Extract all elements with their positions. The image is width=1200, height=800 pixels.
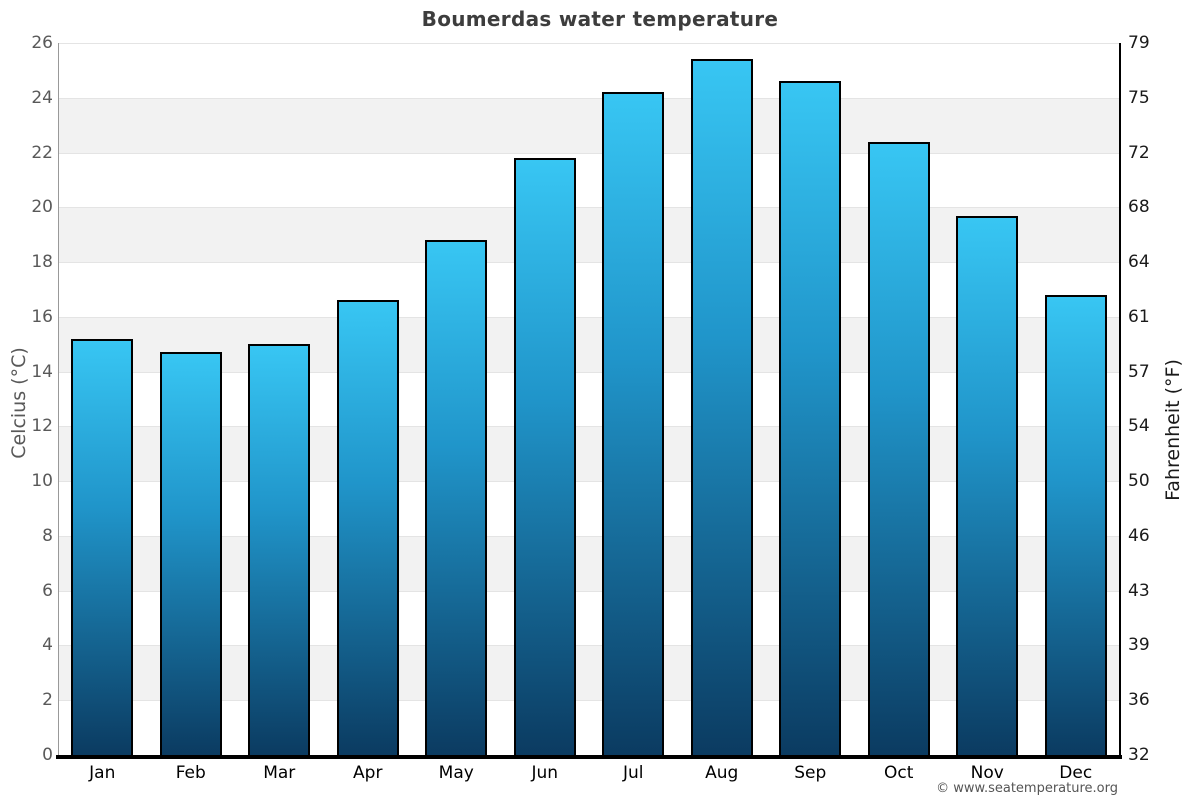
x-tick-sep: Sep: [794, 763, 827, 783]
y-tick-fahrenheit-54: 54: [1128, 416, 1150, 437]
y-axis-line-fahrenheit: [1119, 43, 1121, 755]
y-tick-celsius-18: 18: [31, 252, 53, 273]
bar-jun: [513, 158, 576, 755]
y-tick-fahrenheit-64: 64: [1128, 252, 1150, 273]
y-tick-fahrenheit-46: 46: [1128, 525, 1150, 546]
x-tick-apr: Apr: [353, 763, 383, 783]
gridline-6c: [58, 591, 1120, 592]
background-band: [58, 535, 1120, 591]
bar-jul: [602, 92, 665, 755]
x-tick-nov: Nov: [970, 763, 1004, 783]
bar-apr: [336, 300, 399, 755]
bar-aug: [690, 59, 753, 755]
x-tick-jul: Jul: [622, 763, 644, 783]
background-band: [58, 700, 1120, 755]
gridline-16c: [58, 317, 1120, 318]
y-tick-fahrenheit-72: 72: [1128, 142, 1150, 163]
background-band: [58, 645, 1120, 701]
chart-title: Boumerdas water temperature: [421, 7, 779, 31]
y-tick-fahrenheit-50: 50: [1128, 471, 1150, 492]
y-tick-fahrenheit-61: 61: [1128, 306, 1150, 327]
background-band: [58, 43, 1120, 98]
gridline-10c: [58, 481, 1120, 482]
background-band: [58, 207, 1120, 263]
y-tick-fahrenheit-57: 57: [1128, 361, 1150, 382]
background-band: [58, 426, 1120, 482]
y-tick-celsius-8: 8: [42, 525, 53, 546]
x-tick-feb: Feb: [175, 763, 206, 783]
y-tick-celsius-14: 14: [31, 361, 53, 382]
y-tick-fahrenheit-43: 43: [1128, 580, 1150, 601]
gridline-14c: [58, 372, 1120, 373]
y-tick-fahrenheit-68: 68: [1128, 197, 1150, 218]
y-tick-celsius-22: 22: [31, 142, 53, 163]
y-tick-fahrenheit-32: 32: [1128, 745, 1150, 765]
y-tick-celsius-12: 12: [31, 416, 53, 437]
y-tick-celsius-10: 10: [31, 471, 53, 492]
bar-feb: [159, 352, 222, 755]
gridline-12c: [58, 426, 1120, 427]
plot-area: [58, 43, 1120, 755]
x-tick-mar: Mar: [263, 763, 296, 783]
y-tick-fahrenheit-39: 39: [1128, 635, 1150, 656]
x-tick-jun: Jun: [531, 763, 559, 783]
background-band: [58, 262, 1120, 317]
y-axis-label-fahrenheit: Fahrenheit (°F): [1162, 359, 1184, 501]
background-band: [58, 371, 1120, 427]
gridline-24c: [58, 98, 1120, 99]
bar-sep: [779, 81, 842, 755]
background-band: [58, 316, 1120, 372]
x-tick-oct: Oct: [884, 763, 914, 783]
gridline-20c: [58, 207, 1120, 208]
y-tick-fahrenheit-75: 75: [1128, 87, 1150, 108]
bar-dec: [1044, 294, 1107, 755]
y-axis-label-celsius: Celcius (°C): [8, 347, 30, 459]
bar-jan: [71, 338, 134, 755]
background-band: [58, 590, 1120, 646]
y-tick-celsius-2: 2: [42, 690, 53, 711]
y-tick-celsius-20: 20: [31, 197, 53, 218]
gridline-4c: [58, 645, 1120, 646]
bar-oct: [867, 141, 930, 755]
x-tick-dec: Dec: [1059, 763, 1093, 783]
x-tick-jan: Jan: [89, 763, 116, 783]
y-tick-celsius-4: 4: [42, 635, 53, 656]
background-band: [58, 481, 1120, 536]
gridline-18c: [58, 262, 1120, 263]
copyright-text: © www.seatemperature.org: [936, 781, 1118, 796]
x-axis-line: [56, 755, 1122, 759]
y-tick-celsius-26: 26: [31, 33, 53, 53]
bar-mar: [248, 344, 311, 755]
gridline-22c: [58, 153, 1120, 154]
y-tick-celsius-16: 16: [31, 306, 53, 327]
y-axis-line-celsius: [58, 43, 59, 755]
y-tick-celsius-6: 6: [42, 580, 53, 601]
y-tick-celsius-24: 24: [31, 87, 53, 108]
gridline-8c: [58, 536, 1120, 537]
x-tick-may: May: [438, 763, 474, 783]
x-tick-aug: Aug: [705, 763, 739, 783]
bar-nov: [956, 215, 1019, 755]
background-band: [58, 152, 1120, 208]
bar-may: [425, 240, 488, 755]
background-band: [58, 97, 1120, 153]
y-tick-celsius-0: 0: [42, 745, 53, 765]
y-tick-fahrenheit-36: 36: [1128, 690, 1150, 711]
gridline-26c: [58, 43, 1120, 44]
gridline-2c: [58, 700, 1120, 701]
y-tick-fahrenheit-79: 79: [1128, 33, 1150, 53]
